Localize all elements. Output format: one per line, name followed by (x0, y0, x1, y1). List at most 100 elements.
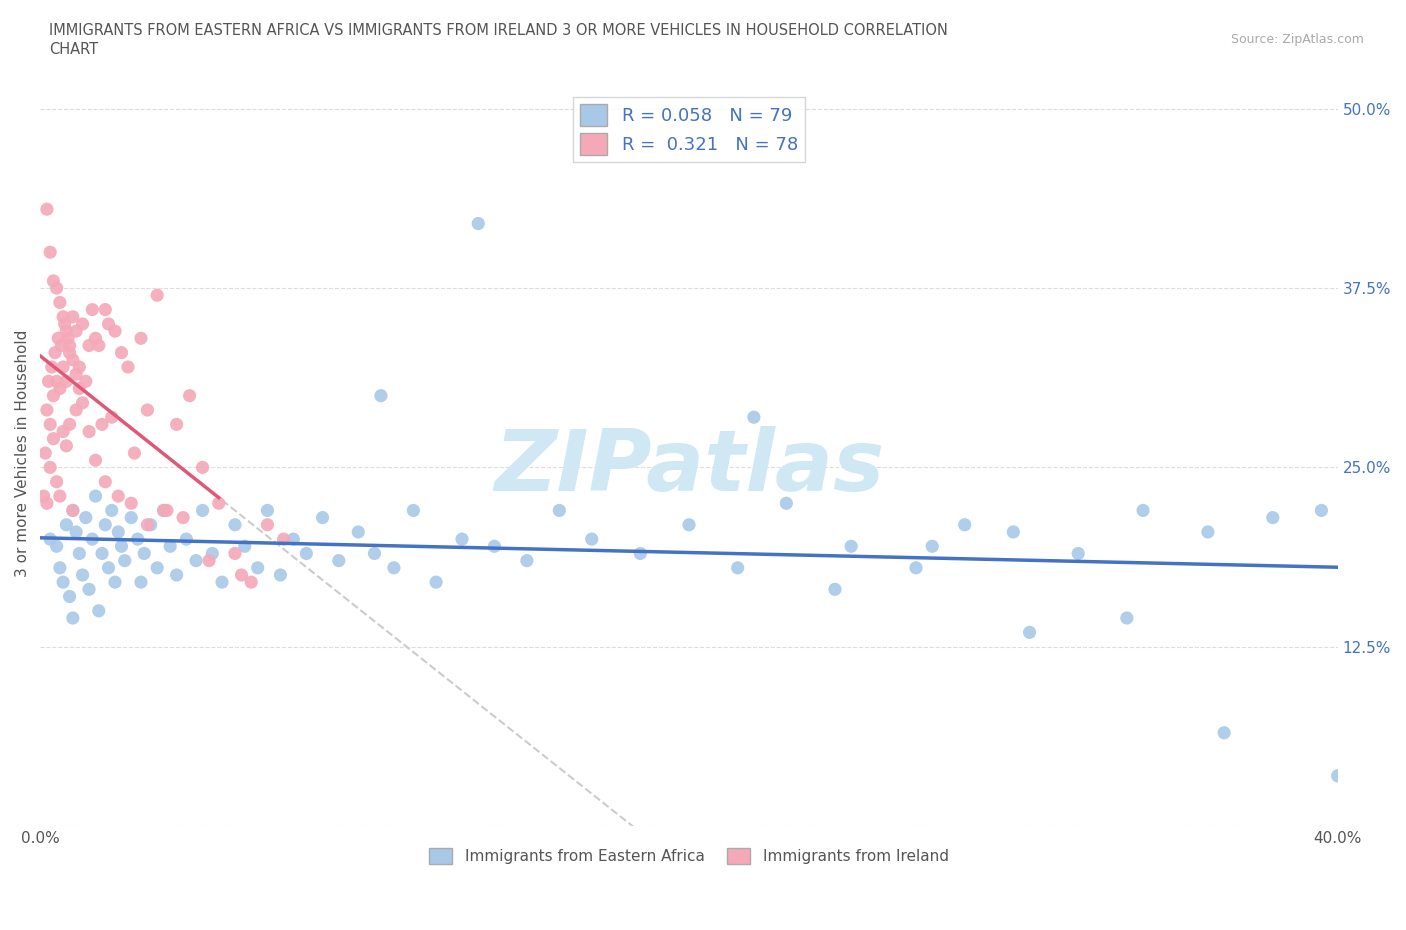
Point (84, 453, 107, 468)
Point (516, 553, 538, 568)
Point (34, 445, 56, 460)
Point (824, 582, 846, 597)
Point (100, 410, 122, 425)
Point (91, 546, 114, 561)
Point (233, 538, 256, 553)
Point (42, 273, 65, 288)
Point (1018, 625, 1040, 640)
Point (62, 352, 84, 367)
Point (139, 517, 162, 532)
Point (467, 216, 489, 231)
Point (59, 345, 82, 360)
Text: IMMIGRANTS FROM EASTERN AFRICA VS IMMIGRANTS FROM IRELAND 3 OR MORE VEHICLES IN : IMMIGRANTS FROM EASTERN AFRICA VS IMMIGR… (49, 23, 948, 38)
Point (49, 561, 72, 576)
Point (72, 395, 94, 410)
Point (49, 295, 72, 310)
Point (166, 567, 188, 582)
Point (370, 388, 392, 403)
Point (240, 575, 263, 590)
Point (211, 575, 233, 590)
Point (484, 538, 506, 553)
Point (191, 503, 214, 518)
Point (53, 316, 76, 331)
Point (256, 517, 278, 532)
Point (678, 517, 700, 532)
Point (283, 532, 305, 547)
Point (1002, 525, 1025, 539)
Point (59, 589, 82, 604)
Point (120, 511, 142, 525)
Point (67, 546, 90, 561)
Point (45, 474, 67, 489)
Point (82, 302, 104, 317)
Point (1213, 725, 1236, 740)
Point (45, 281, 67, 296)
Point (179, 388, 201, 403)
Point (52, 310, 75, 325)
Point (742, 410, 765, 425)
Point (82, 532, 104, 547)
Point (628, 546, 651, 561)
Point (129, 331, 152, 346)
Point (184, 553, 207, 568)
Point (839, 538, 862, 553)
Point (201, 546, 224, 561)
Point (548, 503, 571, 518)
Point (62, 310, 84, 325)
Point (110, 538, 132, 553)
Point (1132, 503, 1154, 518)
Point (55, 438, 77, 453)
Point (1310, 503, 1333, 518)
Point (32, 488, 55, 503)
Point (775, 496, 797, 511)
Point (159, 538, 181, 553)
Point (124, 445, 146, 460)
Point (65, 525, 87, 539)
Point (1115, 611, 1137, 626)
Point (45, 538, 67, 553)
Point (208, 496, 231, 511)
Point (38, 374, 60, 389)
Point (136, 517, 159, 532)
Point (67, 381, 90, 396)
Point (35, 496, 58, 511)
Point (425, 575, 447, 590)
Point (382, 561, 405, 576)
Point (114, 553, 136, 568)
Point (65, 403, 87, 418)
Point (49, 381, 72, 396)
Point (152, 503, 174, 518)
Point (39, 417, 62, 432)
Point (117, 360, 139, 375)
Point (134, 546, 156, 561)
Y-axis label: 3 or more Vehicles in Household: 3 or more Vehicles in Household (15, 329, 30, 577)
Point (107, 488, 129, 503)
Point (256, 503, 278, 518)
Point (35, 202, 58, 217)
Point (94, 517, 117, 532)
Point (55, 517, 77, 532)
Point (727, 561, 749, 576)
Point (100, 503, 122, 518)
Point (224, 546, 246, 561)
Point (402, 503, 425, 518)
Point (52, 575, 75, 590)
Point (1326, 768, 1348, 783)
Point (84, 331, 107, 346)
Point (42, 388, 65, 403)
Point (65, 366, 87, 381)
Point (51, 338, 73, 352)
Point (129, 575, 152, 590)
Point (97, 561, 120, 576)
Point (87, 604, 110, 618)
Point (77, 424, 100, 439)
Point (347, 525, 370, 539)
Point (191, 460, 214, 475)
Point (953, 517, 976, 532)
Point (39, 245, 62, 259)
Point (59, 417, 82, 432)
Point (55, 374, 77, 389)
Point (269, 567, 291, 582)
Point (921, 538, 943, 553)
Point (35, 403, 58, 418)
